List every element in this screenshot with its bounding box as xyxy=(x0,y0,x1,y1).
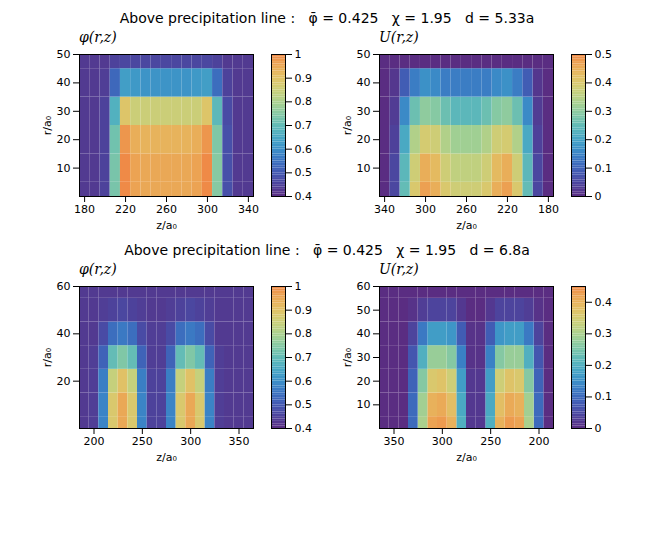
svg-text:60: 60 xyxy=(357,280,371,293)
svg-text:250: 250 xyxy=(480,435,501,448)
svg-text:0.5: 0.5 xyxy=(295,398,313,411)
svg-text:20: 20 xyxy=(57,133,71,146)
svg-text:0.7: 0.7 xyxy=(295,119,313,132)
svg-text:z/a₀: z/a₀ xyxy=(156,451,177,464)
svg-text:0.4: 0.4 xyxy=(295,190,313,203)
svg-text:0.1: 0.1 xyxy=(595,390,613,403)
svg-text:10: 10 xyxy=(357,398,371,411)
svg-text:10: 10 xyxy=(57,162,71,175)
svg-text:50: 50 xyxy=(357,48,371,61)
svg-text:0.3: 0.3 xyxy=(595,327,613,340)
svg-text:30: 30 xyxy=(357,105,371,118)
svg-text:300: 300 xyxy=(432,435,453,448)
svg-text:220: 220 xyxy=(497,203,518,216)
svg-text:0.4: 0.4 xyxy=(595,76,613,89)
svg-text:180: 180 xyxy=(74,203,95,216)
svg-text:1: 1 xyxy=(295,48,302,61)
svg-text:z/a₀: z/a₀ xyxy=(156,219,177,232)
svg-text:40: 40 xyxy=(57,76,71,89)
svg-text:340: 340 xyxy=(374,203,395,216)
svg-text:40: 40 xyxy=(57,327,71,340)
svg-text:350: 350 xyxy=(384,435,405,448)
svg-text:30: 30 xyxy=(57,105,71,118)
svg-text:260: 260 xyxy=(456,203,477,216)
svg-text:0.2: 0.2 xyxy=(595,359,613,372)
html-text:U(r,z): U(r,z) xyxy=(379,261,419,277)
svg-text:1: 1 xyxy=(295,280,302,293)
svg-text:260: 260 xyxy=(156,203,177,216)
svg-text:0.2: 0.2 xyxy=(595,133,613,146)
svg-text:20: 20 xyxy=(357,375,371,388)
html-text:φ(r,z): φ(r,z) xyxy=(79,261,117,277)
svg-text:300: 300 xyxy=(415,203,436,216)
svg-text:r/a₀: r/a₀ xyxy=(41,347,54,367)
svg-text:0.7: 0.7 xyxy=(295,351,313,364)
svg-text:0.3: 0.3 xyxy=(595,105,613,118)
html-text:U(r,z): U(r,z) xyxy=(379,29,419,45)
svg-text:300: 300 xyxy=(197,203,218,216)
svg-text:0.5: 0.5 xyxy=(595,48,613,61)
svg-text:250: 250 xyxy=(132,435,153,448)
svg-text:50: 50 xyxy=(357,304,371,317)
svg-text:r/a₀: r/a₀ xyxy=(41,115,54,135)
svg-text:60: 60 xyxy=(57,280,71,293)
html-text:Above precipitation line : φ̄: Above precipitation line : φ̄ = 0.425 χ … xyxy=(124,242,530,258)
svg-text:0.8: 0.8 xyxy=(295,327,313,340)
svg-text:350: 350 xyxy=(229,435,250,448)
svg-text:50: 50 xyxy=(57,48,71,61)
svg-text:200: 200 xyxy=(529,435,550,448)
svg-text:0.8: 0.8 xyxy=(295,95,313,108)
svg-text:200: 200 xyxy=(84,435,105,448)
svg-text:0: 0 xyxy=(595,190,602,203)
svg-text:40: 40 xyxy=(357,76,371,89)
svg-text:300: 300 xyxy=(180,435,201,448)
svg-text:0.1: 0.1 xyxy=(595,162,613,175)
svg-text:r/a₀: r/a₀ xyxy=(341,115,354,135)
svg-text:0.6: 0.6 xyxy=(295,375,313,388)
svg-text:180: 180 xyxy=(538,203,559,216)
svg-text:220: 220 xyxy=(115,203,136,216)
svg-text:0.4: 0.4 xyxy=(295,422,313,435)
html-text:φ(r,z): φ(r,z) xyxy=(79,29,117,45)
svg-text:z/a₀: z/a₀ xyxy=(456,219,477,232)
svg-text:z/a₀: z/a₀ xyxy=(456,451,477,464)
svg-text:r/a₀: r/a₀ xyxy=(341,347,354,367)
svg-text:0.9: 0.9 xyxy=(295,72,313,85)
svg-text:0.4: 0.4 xyxy=(595,296,613,309)
svg-text:0.9: 0.9 xyxy=(295,304,313,317)
svg-text:0.5: 0.5 xyxy=(295,166,313,179)
svg-text:0: 0 xyxy=(595,422,602,435)
html-text:Above precipitation line : φ̄: Above precipitation line : φ̄ = 0.425 χ … xyxy=(119,10,535,26)
svg-text:340: 340 xyxy=(238,203,259,216)
svg-text:20: 20 xyxy=(57,375,71,388)
svg-text:40: 40 xyxy=(357,327,371,340)
svg-text:20: 20 xyxy=(357,133,371,146)
svg-text:30: 30 xyxy=(357,351,371,364)
svg-text:10: 10 xyxy=(357,162,371,175)
svg-text:0.6: 0.6 xyxy=(295,143,313,156)
